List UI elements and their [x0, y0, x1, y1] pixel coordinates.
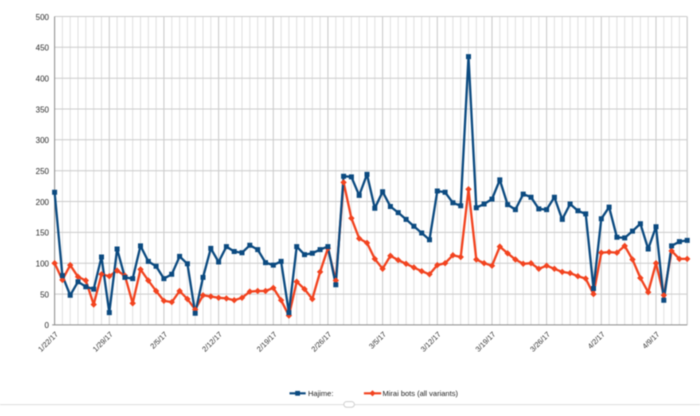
- svg-text:250: 250: [36, 167, 50, 176]
- svg-text:50: 50: [40, 290, 49, 299]
- svg-text:200: 200: [36, 198, 50, 207]
- svg-text:100: 100: [36, 260, 50, 269]
- svg-text:400: 400: [36, 75, 50, 84]
- svg-text:0: 0: [45, 321, 50, 330]
- svg-text:Hajime:: Hajime:: [308, 389, 333, 398]
- svg-text:Mirai bots (all variants): Mirai bots (all variants): [383, 389, 459, 398]
- svg-text:450: 450: [36, 44, 50, 53]
- svg-text:300: 300: [36, 136, 50, 145]
- svg-text:500: 500: [36, 13, 50, 22]
- svg-text:150: 150: [36, 229, 50, 238]
- svg-text:350: 350: [36, 105, 50, 114]
